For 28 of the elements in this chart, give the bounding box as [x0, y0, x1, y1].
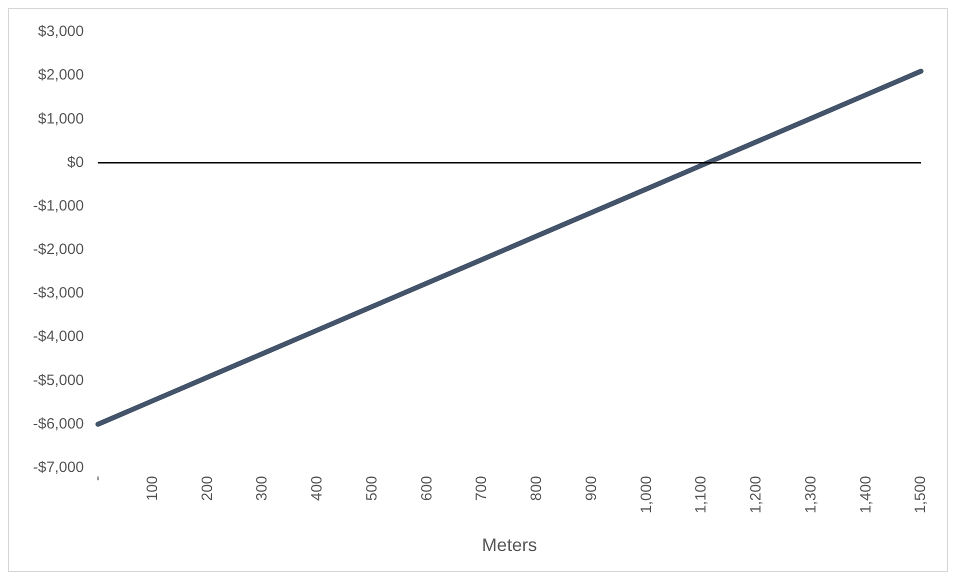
x-tick-label: 1,400 — [857, 476, 874, 514]
y-tick-label: -$4,000 — [33, 328, 84, 346]
x-tick-label: 100 — [144, 476, 161, 501]
x-tick-label: - — [89, 476, 106, 481]
x-tick-label: 200 — [198, 476, 216, 501]
x-tick-label: 600 — [418, 476, 436, 501]
x-tick-label: 400 — [308, 476, 326, 501]
x-tick-label: 1,000 — [638, 476, 655, 514]
x-tick-label: 1,200 — [748, 476, 765, 514]
y-tick-label: -$2,000 — [33, 241, 84, 258]
y-tick-label: -$6,000 — [33, 415, 84, 432]
y-tick-label: $3,000 — [38, 23, 84, 40]
y-tick-label: $2,000 — [38, 66, 84, 84]
y-tick-label: -$5,000 — [33, 372, 84, 389]
x-tick-label: 300 — [254, 476, 271, 501]
x-tick-label: 700 — [473, 476, 490, 501]
x-tick-label: 1,300 — [802, 476, 820, 514]
x-tick-label: 500 — [363, 476, 380, 501]
x-axis-title: Meters — [482, 535, 537, 556]
x-tick-label: 1,100 — [692, 476, 710, 514]
y-tick-label: -$7,000 — [33, 459, 84, 476]
y-tick-label: $1,000 — [38, 110, 84, 128]
x-tick-label: 900 — [582, 476, 600, 501]
x-tick-label: 1,500 — [912, 476, 930, 514]
y-tick-label: -$1,000 — [33, 197, 84, 214]
y-tick-label: -$3,000 — [33, 284, 84, 302]
x-tick-label: 800 — [528, 476, 546, 501]
y-tick-label: $0 — [67, 154, 84, 171]
